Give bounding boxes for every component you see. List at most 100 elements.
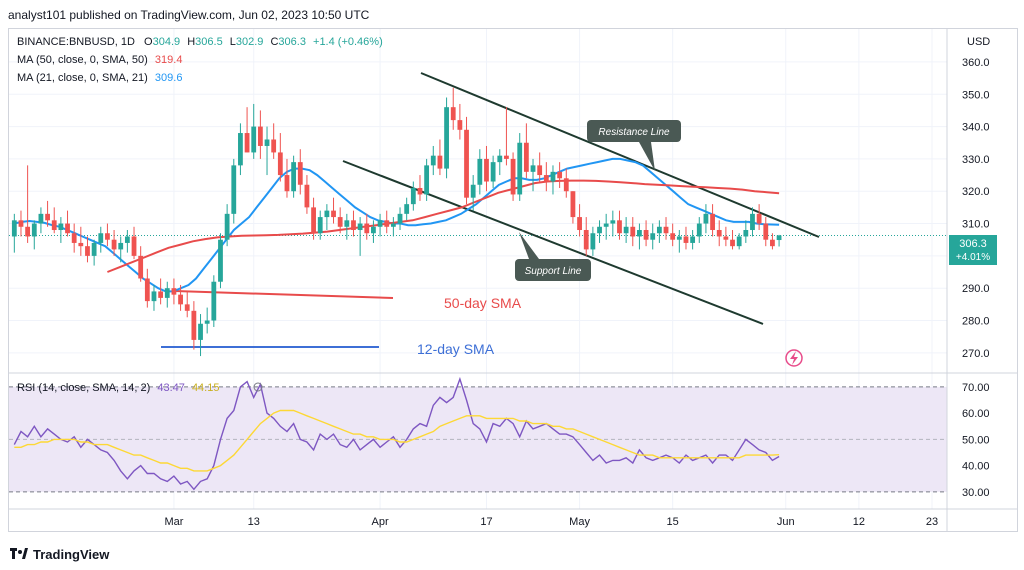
candle-body xyxy=(211,281,217,321)
candle-body xyxy=(45,213,50,221)
candle-body xyxy=(603,223,609,227)
high-label: H xyxy=(187,36,195,48)
candle-body xyxy=(410,187,416,205)
rsi-tick-label: 40.00 xyxy=(962,461,990,473)
candle-body xyxy=(404,204,410,214)
candle-body xyxy=(537,165,543,176)
candle-body xyxy=(723,236,729,240)
candle-body xyxy=(85,246,90,256)
close-label: C xyxy=(270,36,278,48)
lightning-icon[interactable] xyxy=(785,349,803,367)
support-callout: Support Line xyxy=(515,232,591,281)
candle-body xyxy=(663,226,669,234)
sma50-annotation: 50-day SMA xyxy=(444,295,522,311)
candle-body xyxy=(583,230,589,250)
candle-body xyxy=(424,165,430,195)
publish-header: analyst101 published on TradingView.com,… xyxy=(0,0,1024,28)
svg-text:RSI (14, close, SMA, 14, 2): RSI (14, close, SMA, 14, 2) 43.47 44.15 xyxy=(17,382,219,394)
candle-body xyxy=(696,223,702,237)
candle-body xyxy=(58,223,64,231)
candle-body xyxy=(131,236,137,256)
candle-body xyxy=(105,233,110,240)
candle-body xyxy=(430,155,436,166)
price-legend: BINANCE:BNBUSD, 1D O304.9 H306.5 L302.9 … xyxy=(17,36,383,84)
candle-body xyxy=(331,210,336,218)
candle-body xyxy=(304,184,310,208)
candle-body xyxy=(577,217,582,231)
candle-body xyxy=(517,142,523,195)
candle-body xyxy=(377,220,383,227)
publish-info: analyst101 published on TradingView.com,… xyxy=(8,8,370,22)
candle-body xyxy=(490,162,496,182)
candle-body xyxy=(530,165,536,172)
candles xyxy=(11,87,782,357)
rsi-tick-label: 50.00 xyxy=(962,434,990,446)
candle-body xyxy=(450,107,456,121)
time-tick-label: 12 xyxy=(853,516,865,528)
candle-body xyxy=(291,162,297,192)
candle-body xyxy=(756,213,762,224)
candle-body xyxy=(297,162,303,185)
candle-body xyxy=(690,236,696,243)
moving-averages xyxy=(14,157,780,293)
candle-body xyxy=(277,152,283,176)
footer: TradingView xyxy=(10,545,109,563)
candle-body xyxy=(730,239,735,247)
high-value: 306.5 xyxy=(195,36,223,48)
candle-body xyxy=(444,107,449,169)
candle-body xyxy=(543,175,549,182)
time-tick-label: 13 xyxy=(248,516,260,528)
rsi-pane xyxy=(9,386,947,493)
candle-body xyxy=(184,304,190,311)
chart-frame[interactable]: 270.0280.0290.0300.0310.0320.0330.0340.0… xyxy=(8,28,1018,532)
resistance-callout: Resistance Line xyxy=(587,120,681,171)
price-tick-label: 330.0 xyxy=(962,154,990,166)
candle-body xyxy=(11,220,17,237)
candle-body xyxy=(703,213,709,224)
rsi-line xyxy=(13,376,780,491)
candle-body xyxy=(457,120,463,130)
candle-body xyxy=(244,133,250,153)
footer-brand: TradingView xyxy=(33,546,110,562)
candle-body xyxy=(251,126,257,153)
chart-canvas[interactable]: 270.0280.0290.0300.0310.0320.0330.0340.0… xyxy=(9,29,1017,531)
candle-body xyxy=(65,223,70,234)
time-tick-label: Mar xyxy=(164,516,183,528)
rsi-sma-line xyxy=(14,409,780,472)
candle-body xyxy=(271,139,277,153)
candle-body xyxy=(151,291,157,302)
candle-body xyxy=(630,226,636,237)
open-value: 304.9 xyxy=(153,36,181,48)
price-tick-label: 360.0 xyxy=(962,57,990,69)
candle-body xyxy=(384,220,390,227)
candle-body xyxy=(637,230,642,237)
rsi-legend: RSI (14, close, SMA, 14, 2) 43.47 44.15 xyxy=(17,382,263,394)
candle-body xyxy=(38,213,44,224)
candle-body xyxy=(257,126,263,146)
candle-body xyxy=(238,133,243,166)
rsi-tick-label: 30.00 xyxy=(962,487,990,499)
candle-body xyxy=(171,288,177,295)
svg-text:MA (21, close, 0, SMA, 21): MA (21, close, 0, SMA, 21) 309.6 xyxy=(17,72,182,84)
time-tick-label: Jun xyxy=(777,516,795,528)
candle-body xyxy=(770,239,775,247)
rsi-lines xyxy=(13,376,780,491)
sma50-annotation-line xyxy=(174,290,394,299)
change-value: +1.4 (+0.46%) xyxy=(313,36,383,48)
candle-body xyxy=(710,213,715,231)
candle-body xyxy=(484,158,489,182)
price-tick-label: 350.0 xyxy=(962,89,990,101)
candle-body xyxy=(337,217,343,227)
rsi-settings-icon[interactable] xyxy=(253,382,263,392)
candle-body xyxy=(743,230,749,237)
candle-body xyxy=(670,233,676,240)
candle-body xyxy=(25,226,31,237)
price-tick-label: 340.0 xyxy=(962,122,990,134)
candle-body xyxy=(191,310,197,340)
sma12-annotation: 12-day SMA xyxy=(417,341,495,357)
candle-body xyxy=(597,226,602,234)
ma21-legend-value: 309.6 xyxy=(155,72,183,84)
currency-label: USD xyxy=(967,36,990,48)
candle-body xyxy=(344,220,350,227)
candle-body xyxy=(776,235,782,241)
